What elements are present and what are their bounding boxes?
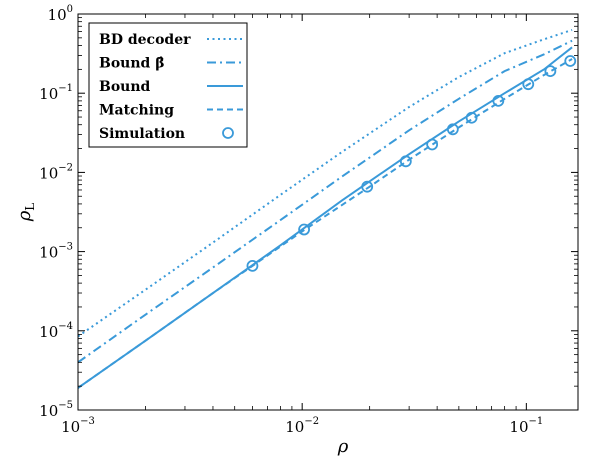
y-tick-label: 10−1: [39, 83, 73, 103]
x-tick-label: 10−3: [61, 416, 95, 436]
y-axis-label-main: ρ: [14, 210, 35, 222]
simulation-point-4: [399, 155, 412, 168]
simulation-point-1: [246, 259, 259, 272]
series-simulation: [246, 55, 577, 272]
legend-entry-simulation: Simulation: [99, 126, 234, 142]
series-line-matching: [77, 58, 573, 389]
legend-entry-bound: Bound β̂: [99, 56, 243, 72]
legend-entries: BD decoder Bound β̂ Bound Matching Simulatio…: [99, 32, 243, 142]
y-tick-label: 10−3: [39, 242, 73, 262]
legend-entry-bd-decoder: BD decoder: [99, 32, 243, 48]
y-tick-label: 10−2: [39, 162, 73, 182]
ticks-layer: 10−3 10−2 10−1 100 10−1 10−2 10−3 10−4 10−5: [39, 4, 578, 436]
y-axis-label: ρL: [14, 203, 37, 223]
simulation-point-11: [564, 55, 577, 67]
legend-label: Bound: [99, 79, 151, 95]
series-layer: [77, 28, 577, 389]
legend-entry-bound: Bound: [99, 79, 243, 95]
legend-label: Simulation: [99, 126, 185, 142]
y-axis-label-sub: L: [23, 203, 37, 211]
legend-entry-matching: Matching: [99, 103, 243, 119]
y-tick-label: 10−5: [39, 400, 73, 420]
simulation-point-6: [446, 123, 459, 136]
legend-label: Matching: [99, 103, 174, 119]
y-tick-label: 100: [48, 4, 73, 24]
simulation-point-7: [465, 111, 478, 124]
y-tick-label: 10−4: [39, 321, 73, 341]
simulation-point-2: [298, 223, 311, 236]
simulation-point-3: [361, 180, 374, 193]
x-tick-label: 10−1: [509, 416, 543, 436]
plot-frame: [77, 13, 579, 411]
simulation-point-5: [426, 138, 439, 151]
legend-marker: [222, 127, 234, 139]
legend: BD decoder Bound β̂ Bound Matching Simulatio…: [88, 22, 248, 148]
series-line-bound: [77, 39, 573, 364]
legend-label: BD decoder: [99, 32, 191, 48]
x-axis-label: ρ: [337, 436, 349, 457]
legend-label: Bound β̂: [99, 56, 165, 72]
simulation-point-9: [522, 78, 535, 91]
simulation-point-8: [492, 94, 505, 107]
x-tick-label: 10−2: [285, 416, 319, 436]
simulation-point-10: [544, 65, 557, 78]
